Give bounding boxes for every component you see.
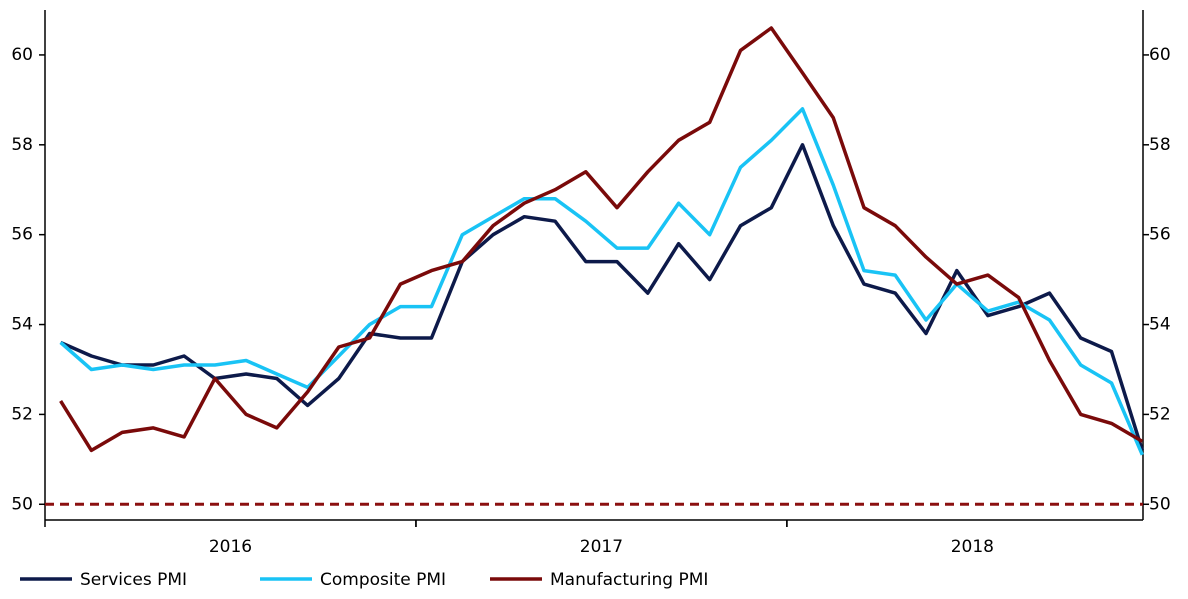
legend-label: Services PMI xyxy=(80,570,187,590)
y-tick-label: 58 xyxy=(11,135,33,155)
y2-tick-label: 58 xyxy=(1149,135,1171,155)
y2-tick-label: 60 xyxy=(1149,45,1171,65)
y2-tick-label: 52 xyxy=(1149,404,1171,424)
series-line xyxy=(59,107,1144,456)
y-tick-label: 52 xyxy=(11,404,33,424)
y2-tick-label: 56 xyxy=(1149,225,1171,245)
y-tick-label: 54 xyxy=(11,315,33,335)
x-tick-label: 2016 xyxy=(209,537,252,557)
x-tick-label: 2018 xyxy=(951,537,994,557)
y-tick-label: 50 xyxy=(11,494,33,514)
series-line xyxy=(59,143,1144,451)
legend-label: Manufacturing PMI xyxy=(550,570,708,590)
y2-tick-label: 54 xyxy=(1149,315,1171,335)
series-line xyxy=(59,26,1144,453)
y2-tick-label: 50 xyxy=(1149,494,1171,514)
legend-label: Composite PMI xyxy=(320,570,446,590)
x-tick-label: 2017 xyxy=(580,537,623,557)
y-tick-label: 60 xyxy=(11,45,33,65)
y-tick-label: 56 xyxy=(11,225,33,245)
